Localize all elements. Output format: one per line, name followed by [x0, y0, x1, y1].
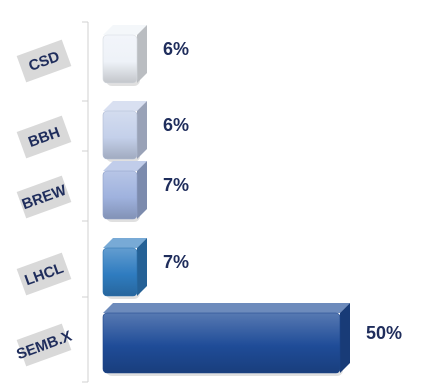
bar-side: [137, 25, 147, 83]
category-label: BBH: [16, 115, 72, 159]
bar-top: [103, 238, 147, 248]
category-label: SEMB.X: [14, 323, 74, 367]
value-label: 7%: [163, 175, 189, 195]
value-label: 7%: [163, 252, 189, 272]
value-labels: 6% 6% 7% 7% 50%: [163, 39, 402, 343]
category-label: LHCL: [16, 252, 72, 296]
bar-side: [340, 303, 350, 373]
category-label-box: [16, 39, 72, 83]
bar-brew: [102, 161, 147, 222]
bar-semb-x: [102, 303, 350, 376]
bar-side: [137, 238, 147, 296]
bar-top: [103, 161, 147, 171]
bar-front: [102, 247, 138, 297]
bar-top: [103, 303, 350, 313]
category-label-box: [16, 252, 72, 296]
category-label-box: [16, 323, 72, 367]
bar-bbh: [102, 101, 147, 162]
bar-front: [102, 34, 138, 84]
bars: [102, 25, 350, 376]
value-label: 6%: [163, 39, 189, 59]
bar-side: [137, 101, 147, 159]
bar-top: [103, 25, 147, 35]
bar-lhcl: [102, 238, 147, 299]
value-label: 50%: [366, 323, 402, 343]
category-label-box: [16, 175, 72, 219]
category-label: CSD: [16, 39, 72, 83]
category-label: BREW: [16, 175, 72, 219]
category-labels: CSD BBH BREW LHCL SEMB.X: [14, 39, 74, 367]
category-axis: [82, 21, 89, 383]
category-label-box: [16, 115, 72, 159]
bar-side: [137, 161, 147, 219]
value-label: 6%: [163, 115, 189, 135]
bar-csd: [102, 25, 147, 86]
bar-front: [102, 110, 138, 160]
bar-front: [102, 170, 138, 220]
bar-front: [102, 312, 341, 374]
bar-top: [103, 101, 147, 111]
